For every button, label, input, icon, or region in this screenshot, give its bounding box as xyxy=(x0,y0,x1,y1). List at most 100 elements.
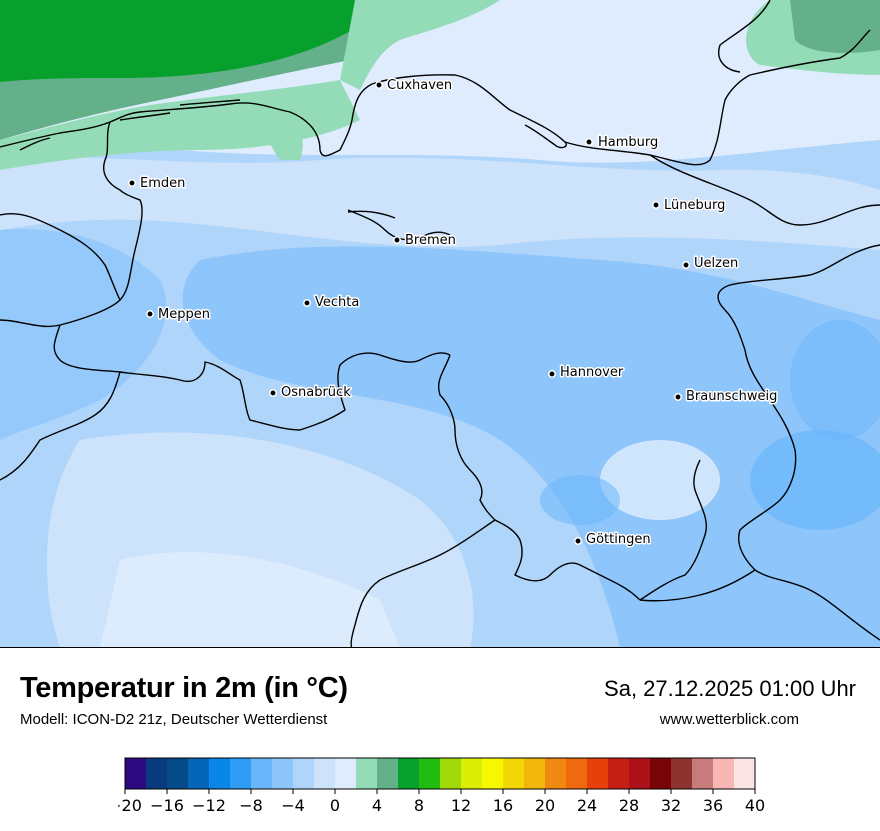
legend-tick-label: 32 xyxy=(661,796,681,815)
legend-swatch xyxy=(251,758,273,789)
temperature-field-east-cold xyxy=(750,430,880,530)
legend-tick-label: 36 xyxy=(703,796,723,815)
city-braunschweig: Braunschweig xyxy=(674,388,779,406)
legend-swatch xyxy=(671,758,693,789)
legend-swatch xyxy=(440,758,462,789)
legend-swatch xyxy=(293,758,315,789)
city-label: Cuxhaven xyxy=(387,78,452,93)
city-bremen: Bremen xyxy=(393,232,457,250)
temperature-field-central-cold xyxy=(540,475,620,525)
city-dot xyxy=(682,261,690,269)
temperature-field-band-1 xyxy=(0,157,880,250)
border-thuringia xyxy=(639,459,707,601)
map-title: Temperatur in 2m (in °C) xyxy=(20,672,348,704)
legend-swatch xyxy=(650,758,672,789)
legend-swatch xyxy=(713,758,735,789)
legend-tick-label: −16 xyxy=(150,796,184,815)
city-cuxhaven: Cuxhaven xyxy=(375,77,454,95)
city-uelzen: Uelzen xyxy=(682,255,740,273)
legend-swatch xyxy=(335,758,357,789)
legend-tick-label: 24 xyxy=(577,796,597,815)
city-label: Hannover xyxy=(560,365,624,380)
legend-swatch xyxy=(146,758,168,789)
legend-swatch xyxy=(629,758,651,789)
city-label: Meppen xyxy=(158,307,210,322)
city-dot xyxy=(574,537,582,545)
legend-tick-label: 8 xyxy=(414,796,424,815)
border-thuringia-south xyxy=(639,569,756,602)
temperature-map: Cuxhaven Hamburg Emden Lüneburg Bremen U… xyxy=(0,0,880,648)
legend-swatch xyxy=(356,758,378,789)
city-label: Uelzen xyxy=(694,256,738,271)
legend-swatch xyxy=(524,758,546,789)
city-dot xyxy=(585,138,593,146)
legend-swatch xyxy=(377,758,399,789)
legend-swatch xyxy=(209,758,231,789)
legend-swatch xyxy=(608,758,630,789)
city-osnabrueck: Osnabrück xyxy=(269,384,353,402)
temperature-field-west xyxy=(0,229,167,440)
legend-tick-label: −12 xyxy=(192,796,226,815)
sea-jade-bay xyxy=(265,105,303,160)
legend-swatch xyxy=(734,758,756,789)
coastlines-and-borders xyxy=(0,0,880,647)
city-goettingen: Göttingen xyxy=(574,531,652,549)
city-dot xyxy=(652,201,660,209)
coastline-baltic xyxy=(718,0,771,73)
city-hannover: Hannover xyxy=(548,364,625,382)
legend-swatch xyxy=(482,758,504,789)
city-label: Göttingen xyxy=(586,532,651,547)
city-hamburg: Hamburg xyxy=(585,134,660,152)
border-hesse-north xyxy=(494,519,641,601)
island-east-frisian-2 xyxy=(119,112,171,121)
legend-swatch xyxy=(314,758,336,789)
legend-swatch xyxy=(188,758,210,789)
city-markers: Cuxhaven Hamburg Emden Lüneburg Bremen U… xyxy=(128,77,779,549)
legend-tick-label: 28 xyxy=(619,796,639,815)
border-bremen xyxy=(347,209,451,241)
sea-north-sea-warm xyxy=(0,0,355,82)
legend-frame xyxy=(124,757,756,790)
border-north-east xyxy=(649,154,880,226)
temperature-field-east xyxy=(790,320,880,440)
color-legend: −20 −16 −12 −8 −4 0 4 8 12 16 20 24 28 32 36 40 xyxy=(108,756,768,826)
legend-swatch xyxy=(398,758,420,789)
legend-tick-label: −4 xyxy=(281,796,305,815)
legend-tick-label: 12 xyxy=(451,796,471,815)
coastline-north-sea xyxy=(0,74,567,157)
legend-swatch xyxy=(272,758,294,789)
city-dot xyxy=(674,393,682,401)
border-nrw-east xyxy=(350,354,496,647)
legend-tick-label: −8 xyxy=(239,796,263,815)
legend-swatch xyxy=(230,758,252,789)
legend-tick-label: 4 xyxy=(372,796,382,815)
legend-swatch xyxy=(587,758,609,789)
legend-swatch xyxy=(692,758,714,789)
city-label: Hamburg xyxy=(598,135,658,150)
forecast-datetime: Sa, 27.12.2025 01:00 Uhr xyxy=(604,676,856,701)
city-vechta: Vechta xyxy=(303,294,361,312)
city-meppen: Meppen xyxy=(146,306,211,324)
sea-coastal-band xyxy=(0,80,360,170)
city-label: Emden xyxy=(140,176,185,191)
legend-tick-label: 40 xyxy=(745,796,765,815)
legend-swatch xyxy=(167,758,189,789)
island-east-frisian-3 xyxy=(179,99,241,106)
border-netherlands-north xyxy=(0,213,121,328)
city-label: Lüneburg xyxy=(664,198,725,213)
border-saxony-anhalt xyxy=(717,244,880,641)
temperature-field-band-2 xyxy=(182,246,880,647)
city-dot xyxy=(269,389,277,397)
city-dot xyxy=(548,370,556,378)
legend-swatch xyxy=(503,758,525,789)
sea-baltic-warm xyxy=(790,0,880,53)
legend-canvas: −20 −16 −12 −8 −4 0 4 8 12 16 20 24 28 32 36 40 xyxy=(108,757,765,815)
legend-swatch xyxy=(461,758,483,789)
website-credit: www.wetterblick.com xyxy=(659,711,799,728)
model-source: Modell: ICON-D2 21z, Deutscher Wetterdie… xyxy=(20,711,328,728)
city-label: Osnabrück xyxy=(281,385,351,400)
legend-swatch xyxy=(566,758,588,789)
legend-swatch xyxy=(545,758,567,789)
city-dot xyxy=(375,81,383,89)
legend-tick-label: 16 xyxy=(493,796,513,815)
